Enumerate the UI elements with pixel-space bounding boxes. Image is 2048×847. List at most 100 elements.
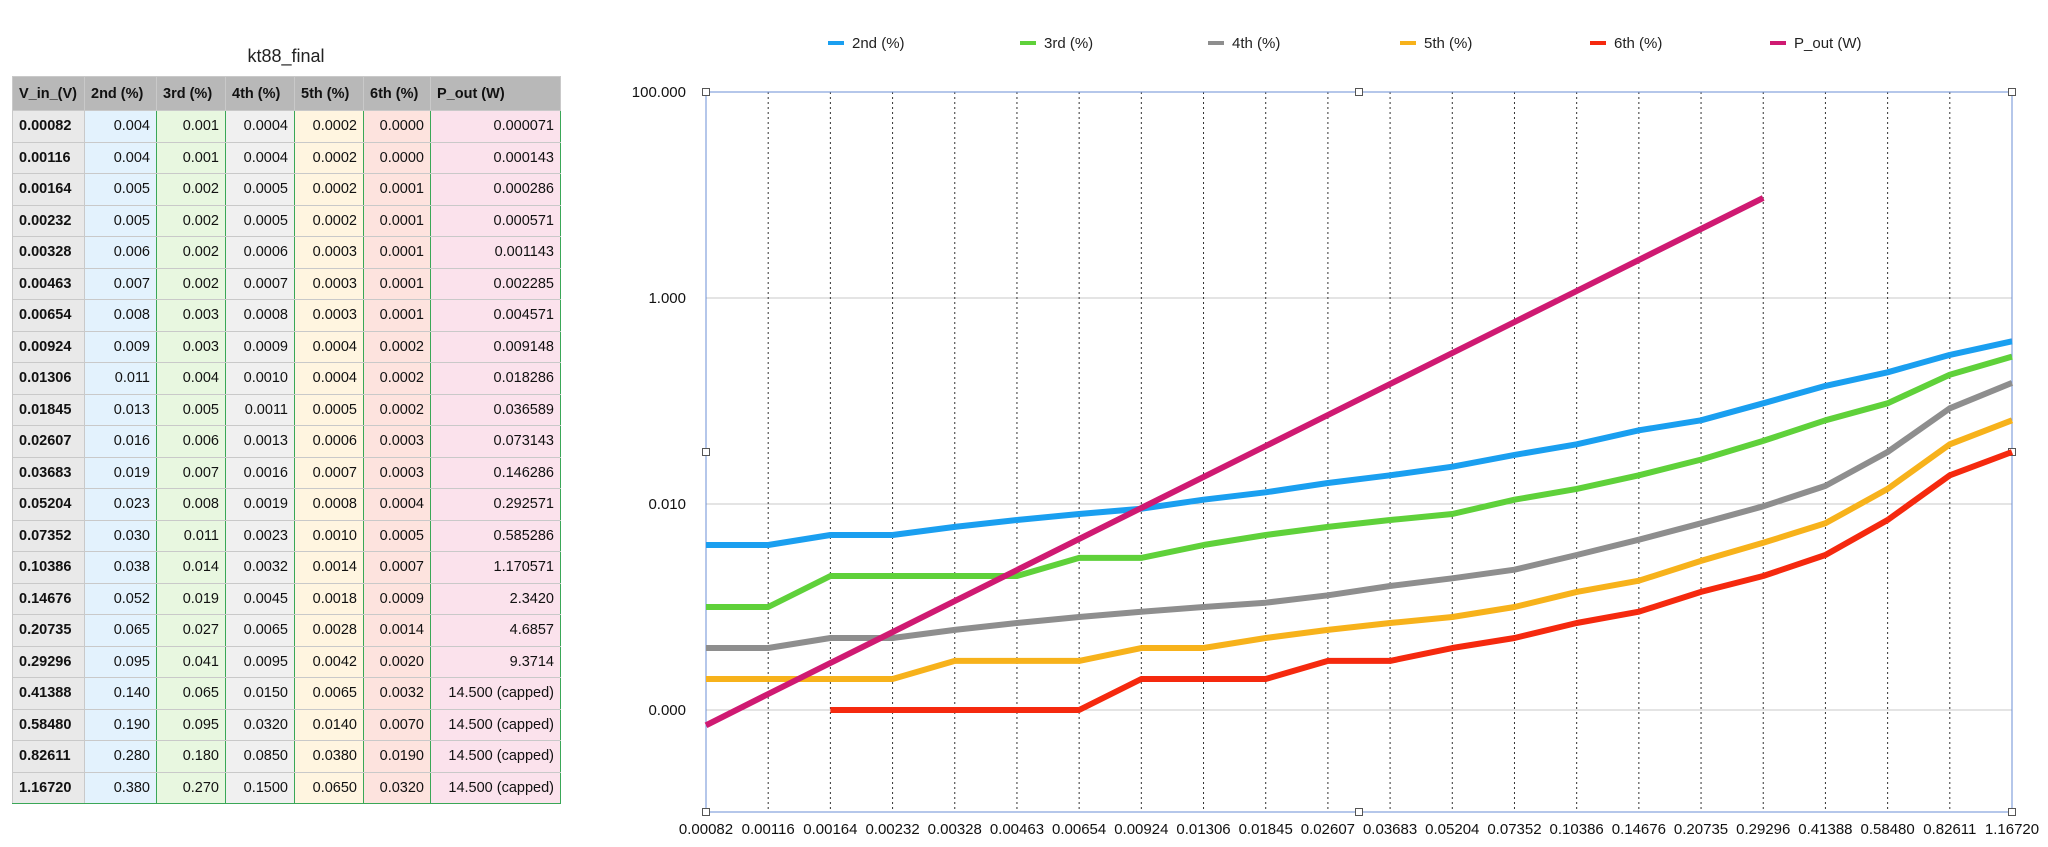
table-cell[interactable]: 0.018286 — [430, 362, 561, 395]
table-cell[interactable]: 0.0007 — [294, 456, 364, 489]
table-cell[interactable]: 0.0650 — [294, 771, 364, 804]
table-cell[interactable]: 0.011 — [156, 519, 226, 552]
table-cell[interactable]: 0.0006 — [225, 236, 295, 269]
table-cell[interactable]: 0.0003 — [363, 425, 431, 458]
table-cell[interactable]: 0.0019 — [225, 488, 295, 521]
table-cell[interactable]: 0.0005 — [225, 173, 295, 206]
table-cell[interactable]: 0.007 — [156, 456, 226, 489]
table-cell[interactable]: 0.005 — [84, 173, 157, 206]
table-cell[interactable]: 0.0032 — [225, 551, 295, 584]
table-cell[interactable]: 0.073143 — [430, 425, 561, 458]
table-cell[interactable]: 0.002 — [156, 267, 226, 300]
table-cell[interactable]: 0.006 — [84, 236, 157, 269]
table-cell[interactable]: 0.0014 — [363, 614, 431, 647]
table-cell[interactable]: 0.000286 — [430, 173, 561, 206]
column-header[interactable]: P_out (W) — [430, 76, 561, 111]
table-cell[interactable]: 0.016 — [84, 425, 157, 458]
table-cell[interactable]: 0.0065 — [294, 677, 364, 710]
table-cell[interactable]: 0.292571 — [430, 488, 561, 521]
table-cell[interactable]: 0.004571 — [430, 299, 561, 332]
table-cell[interactable]: 0.0008 — [294, 488, 364, 521]
table-cell[interactable]: 0.036589 — [430, 393, 561, 426]
table-cell[interactable]: 0.00082 — [12, 110, 85, 143]
table-cell[interactable]: 14.500 (capped) — [430, 771, 561, 804]
table-cell[interactable]: 0.0150 — [225, 677, 295, 710]
table-cell[interactable]: 0.041 — [156, 645, 226, 678]
table-cell[interactable]: 0.280 — [84, 740, 157, 773]
table-cell[interactable]: 0.0023 — [225, 519, 295, 552]
table-cell[interactable]: 0.07352 — [12, 519, 85, 552]
table-cell[interactable]: 0.00463 — [12, 267, 85, 300]
table-cell[interactable]: 0.00164 — [12, 173, 85, 206]
table-cell[interactable]: 0.003 — [156, 330, 226, 363]
table-cell[interactable]: 0.008 — [84, 299, 157, 332]
table-cell[interactable]: 0.001 — [156, 141, 226, 174]
table-cell[interactable]: 0.052 — [84, 582, 157, 615]
table-cell[interactable]: 0.0004 — [363, 488, 431, 521]
table-cell[interactable]: 0.01306 — [12, 362, 85, 395]
table-cell[interactable]: 0.0010 — [225, 362, 295, 395]
table-cell[interactable]: 0.005 — [156, 393, 226, 426]
table-cell[interactable]: 0.095 — [156, 708, 226, 741]
table-cell[interactable]: 0.0320 — [363, 771, 431, 804]
table-cell[interactable]: 0.038 — [84, 551, 157, 584]
table-cell[interactable]: 0.0002 — [363, 362, 431, 395]
table-cell[interactable]: 14.500 (capped) — [430, 740, 561, 773]
table-cell[interactable]: 0.0020 — [363, 645, 431, 678]
table-cell[interactable]: 0.000143 — [430, 141, 561, 174]
table-cell[interactable]: 0.0000 — [363, 141, 431, 174]
table-cell[interactable]: 0.0004 — [294, 330, 364, 363]
table-cell[interactable]: 0.004 — [84, 110, 157, 143]
table-cell[interactable]: 0.0005 — [363, 519, 431, 552]
resize-handle[interactable] — [702, 88, 710, 96]
table-cell[interactable]: 0.002285 — [430, 267, 561, 300]
table-cell[interactable]: 0.002 — [156, 204, 226, 237]
table-cell[interactable]: 0.00328 — [12, 236, 85, 269]
column-header[interactable]: V_in_(V) — [12, 76, 85, 111]
resize-handle[interactable] — [2008, 88, 2016, 96]
resize-handle[interactable] — [2008, 808, 2016, 816]
resize-handle[interactable] — [702, 448, 710, 456]
table-cell[interactable]: 0.0002 — [294, 141, 364, 174]
table-cell[interactable]: 0.011 — [84, 362, 157, 395]
table-cell[interactable]: 0.00232 — [12, 204, 85, 237]
table-cell[interactable]: 0.00654 — [12, 299, 85, 332]
table-cell[interactable]: 0.0007 — [225, 267, 295, 300]
table-cell[interactable]: 0.005 — [84, 204, 157, 237]
table-cell[interactable]: 0.0028 — [294, 614, 364, 647]
table-cell[interactable]: 0.0014 — [294, 551, 364, 584]
column-header[interactable]: 4th (%) — [225, 76, 295, 111]
table-cell[interactable]: 9.3714 — [430, 645, 561, 678]
table-cell[interactable]: 0.00116 — [12, 141, 85, 174]
table-cell[interactable]: 0.0011 — [225, 393, 295, 426]
table-cell[interactable]: 0.0001 — [363, 236, 431, 269]
table-cell[interactable]: 0.0001 — [363, 204, 431, 237]
table-cell[interactable]: 0.013 — [84, 393, 157, 426]
table-cell[interactable]: 0.0002 — [294, 173, 364, 206]
table-cell[interactable]: 14.500 (capped) — [430, 708, 561, 741]
table-cell[interactable]: 0.0003 — [294, 236, 364, 269]
table-cell[interactable]: 0.0010 — [294, 519, 364, 552]
table-cell[interactable]: 0.0005 — [294, 393, 364, 426]
table-cell[interactable]: 0.001143 — [430, 236, 561, 269]
table-cell[interactable]: 0.065 — [84, 614, 157, 647]
table-cell[interactable]: 0.0065 — [225, 614, 295, 647]
table-cell[interactable]: 0.1500 — [225, 771, 295, 804]
resize-handle[interactable] — [702, 808, 710, 816]
table-cell[interactable]: 0.001 — [156, 110, 226, 143]
table-cell[interactable]: 0.0000 — [363, 110, 431, 143]
table-cell[interactable]: 0.095 — [84, 645, 157, 678]
table-cell[interactable]: 0.20735 — [12, 614, 85, 647]
table-cell[interactable]: 0.0002 — [294, 204, 364, 237]
table-cell[interactable]: 0.007 — [84, 267, 157, 300]
table-cell[interactable]: 0.008 — [156, 488, 226, 521]
table-cell[interactable]: 0.0095 — [225, 645, 295, 678]
table-cell[interactable]: 0.009 — [84, 330, 157, 363]
table-cell[interactable]: 0.10386 — [12, 551, 85, 584]
table-cell[interactable]: 0.000071 — [430, 110, 561, 143]
table-cell[interactable]: 0.004 — [84, 141, 157, 174]
table-cell[interactable]: 1.170571 — [430, 551, 561, 584]
table-cell[interactable]: 0.29296 — [12, 645, 85, 678]
table-cell[interactable]: 0.82611 — [12, 740, 85, 773]
table-cell[interactable]: 0.0006 — [294, 425, 364, 458]
